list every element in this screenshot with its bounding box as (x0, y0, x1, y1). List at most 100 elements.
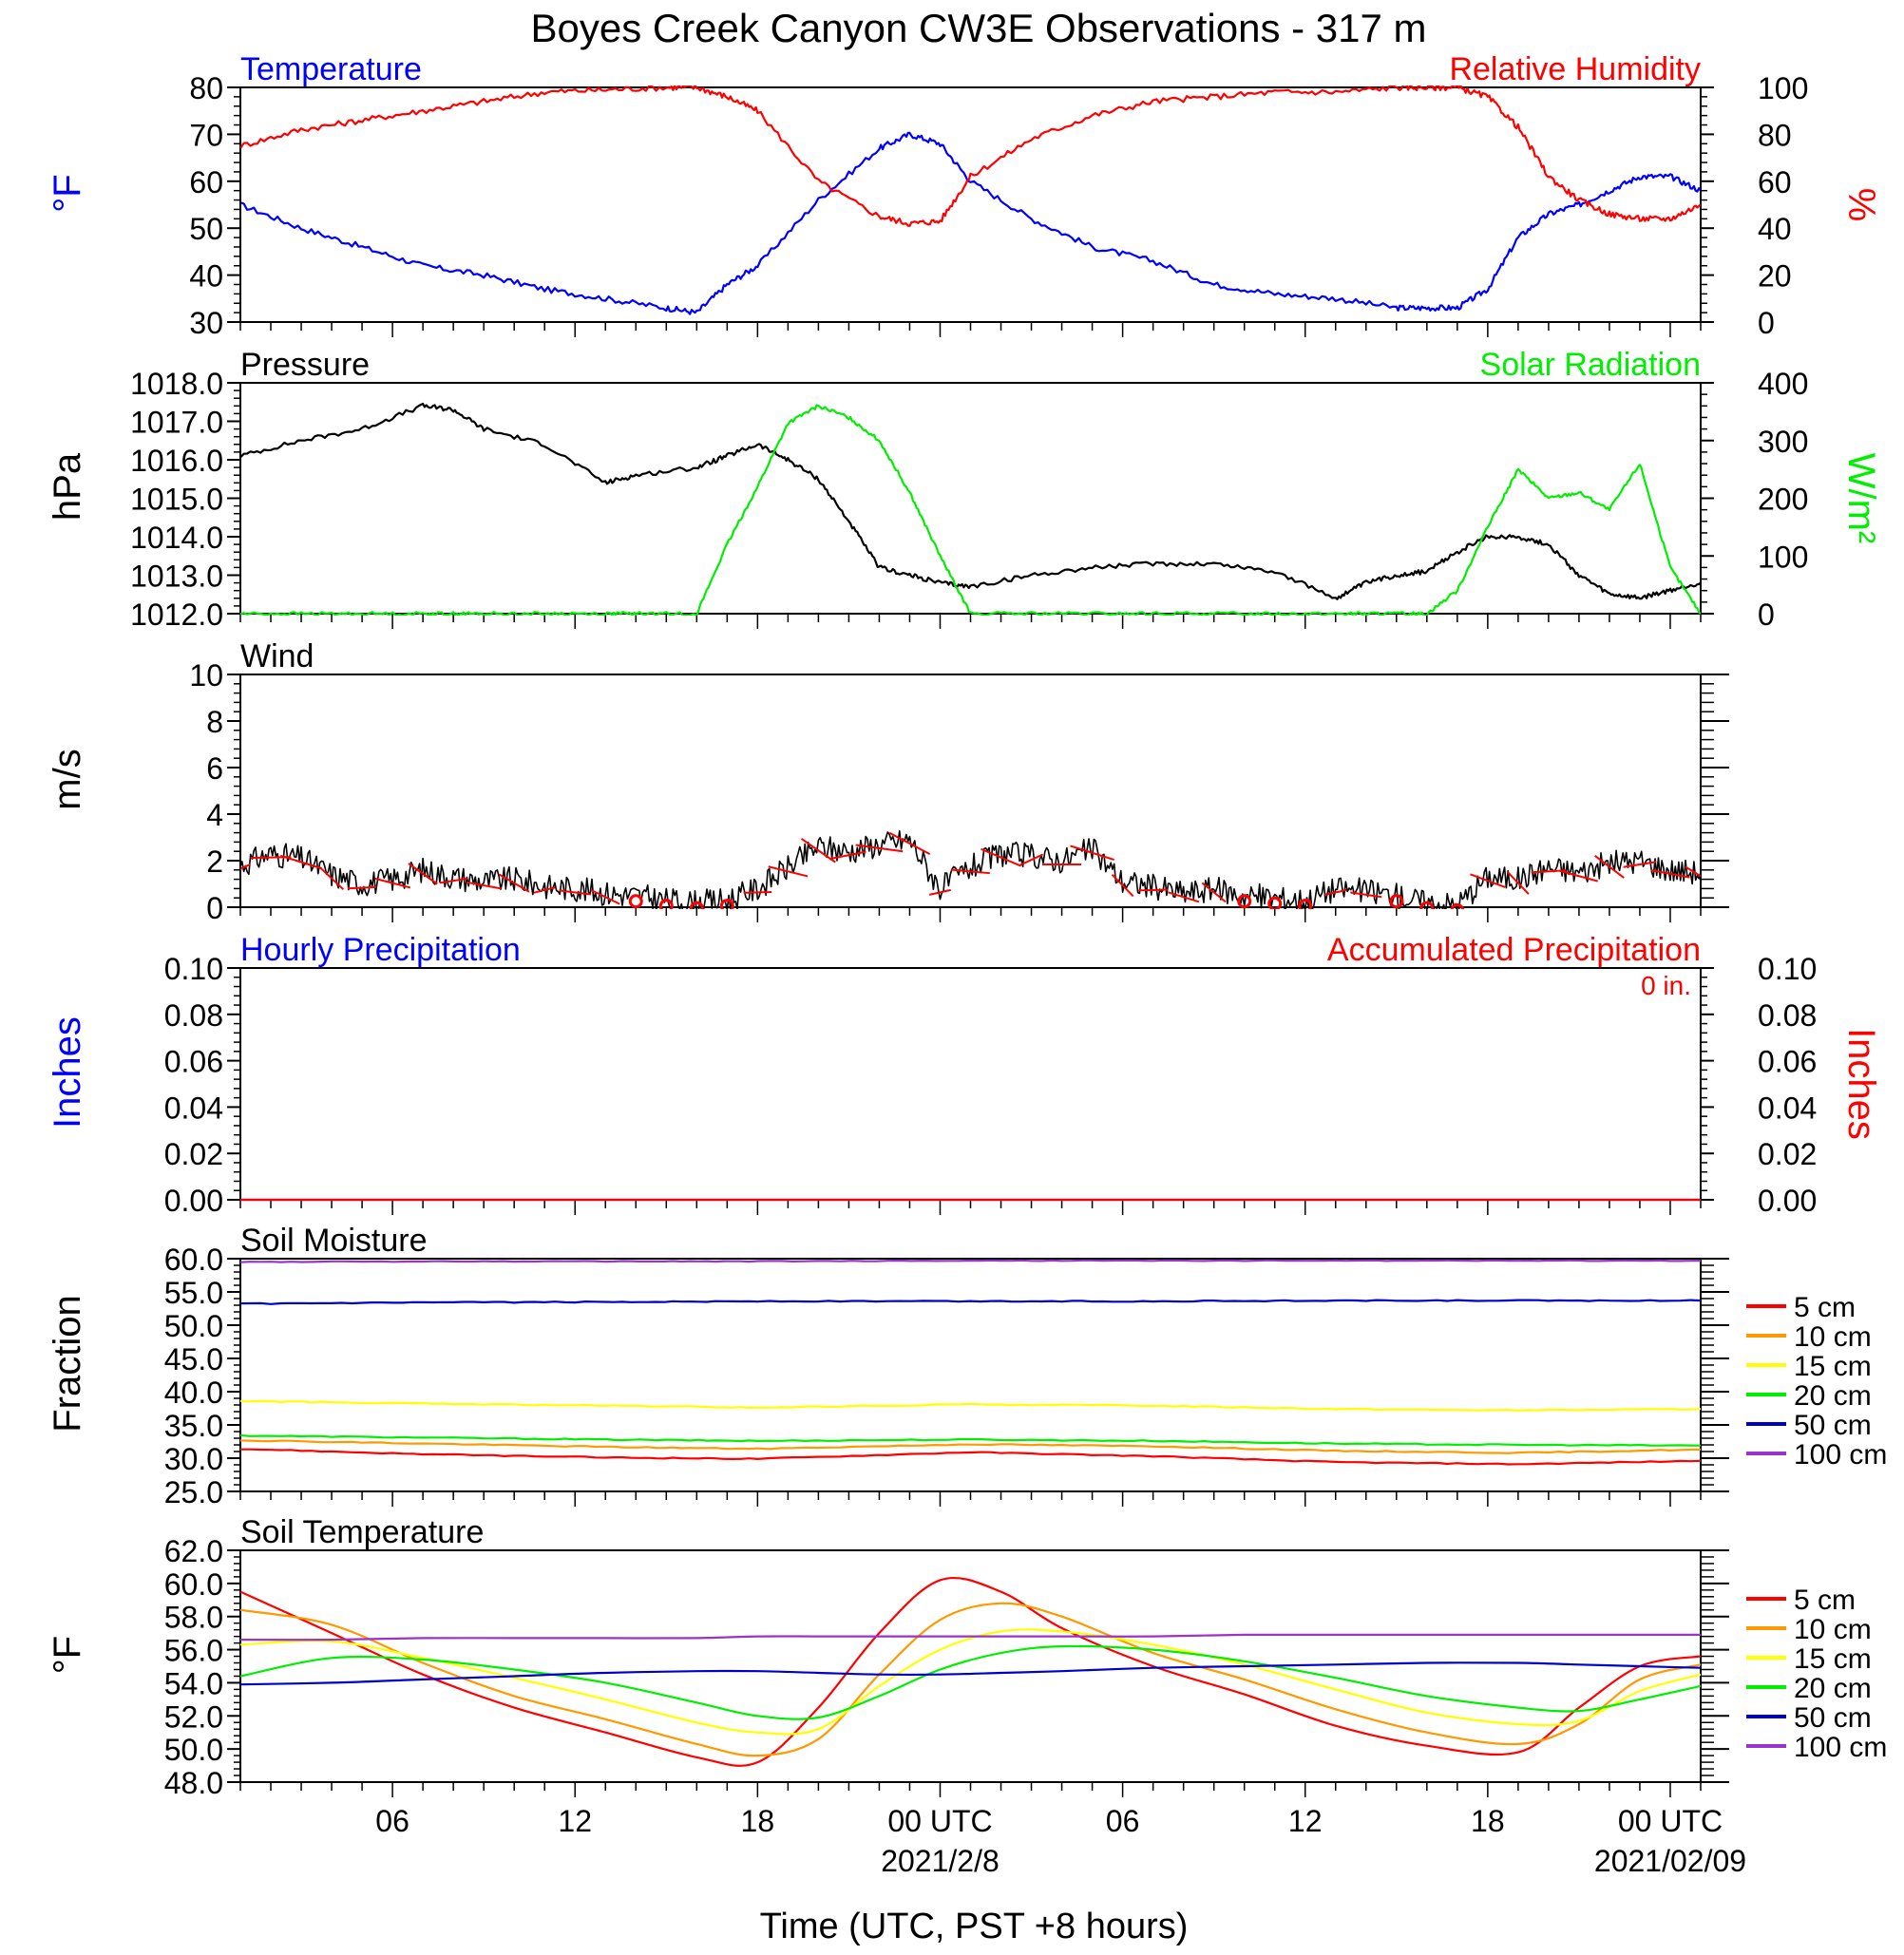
wind-barb (831, 850, 866, 860)
wind-barb (1350, 891, 1382, 899)
panel-title-left: Pressure (240, 347, 370, 383)
calm-wind-marker (689, 901, 704, 909)
y-tick-label-right: 100 (1758, 71, 1808, 105)
y-tick-label-left: 80 (189, 71, 223, 105)
y-tick-label-left: 48.0 (164, 1766, 223, 1800)
y-tick-label-left: 58.0 (164, 1601, 223, 1635)
x-tick-label: 06 (1106, 1804, 1140, 1838)
wind-barb (1559, 869, 1598, 883)
wind-barb (280, 854, 323, 870)
panel-wind: Wind 10 8 6 4 2 0 m/s (47, 638, 1729, 925)
y-tick-label-right: 40 (1758, 212, 1792, 246)
y-tick-label-left: 60 (189, 165, 223, 199)
legend-label: 50 cm (1794, 1702, 1872, 1734)
y-tick-label-left: 8 (206, 705, 223, 739)
calm-wind-marker (658, 899, 674, 909)
y-tick-label-left: 0.02 (164, 1137, 223, 1171)
legend-label: 5 cm (1794, 1292, 1856, 1323)
panel-precip: Hourly Precipitation Accumulated Precipit… (47, 932, 1882, 1218)
wind-barb (1019, 853, 1044, 866)
y-tick-label-left: 0.06 (164, 1045, 223, 1079)
y-tick-label-left: 55.0 (164, 1276, 223, 1310)
y-axis-label-left: hPa (47, 452, 88, 521)
panel-title-left: Soil Moisture (240, 1223, 428, 1259)
wind-barb (1168, 891, 1200, 903)
y-tick-label-left: 56.0 (164, 1634, 223, 1668)
y-tick-label-left: 0.08 (164, 998, 223, 1033)
wind-barb (768, 865, 809, 878)
wind-barb (1070, 845, 1114, 862)
wind-barb (559, 889, 592, 896)
soil-moisture-10cm-line (240, 1439, 1701, 1454)
temperature-line (240, 131, 1701, 315)
y-tick-label-right: 0.04 (1758, 1091, 1817, 1125)
legend-label: 10 cm (1794, 1321, 1872, 1353)
y-tick-label-left: 1012.0 (130, 598, 223, 632)
wind-barb (1507, 871, 1530, 895)
y-tick-label-left: 35.0 (164, 1409, 223, 1443)
soil-moisture-15cm-line (240, 1399, 1701, 1412)
y-tick-label-right: 0 (1758, 598, 1775, 632)
y-tick-label-left: 45.0 (164, 1342, 223, 1376)
wind-barb (855, 844, 904, 853)
y-axis-label-right: Inches (1840, 1028, 1882, 1140)
accum-precip-value: 0 in. (1641, 971, 1691, 1000)
y-tick-label-right: 20 (1758, 259, 1792, 294)
x-date-label: 2021/02/09 (1594, 1844, 1746, 1878)
wind-barb (743, 890, 772, 894)
y-tick-label-right: 60 (1758, 165, 1792, 199)
x-tick-label: 00 UTC (1618, 1804, 1723, 1838)
y-tick-label-right: 0.06 (1758, 1045, 1817, 1079)
soil-moisture-5cm-line (240, 1448, 1701, 1466)
soil-temp-100cm-line (240, 1633, 1701, 1642)
y-tick-label-left: 40.0 (164, 1376, 223, 1410)
soil-temp-10cm-line (240, 1602, 1701, 1757)
y-tick-label-right: 0.08 (1758, 998, 1817, 1033)
wind-speed-line (240, 830, 1701, 909)
soil-temp-5cm-line (240, 1576, 1701, 1767)
panel-title-left: Temperature (240, 51, 422, 87)
y-tick-label-left: 0.00 (164, 1184, 223, 1218)
y-tick-label-right: 0.10 (1758, 952, 1817, 986)
x-tick-label: 12 (558, 1804, 592, 1838)
calm-wind-marker (1237, 894, 1252, 909)
panel-frame (239, 1258, 1702, 1492)
panel-data (240, 85, 1701, 315)
panel-title-left: Hourly Precipitation (240, 932, 521, 968)
y-tick-label-left: 1016.0 (130, 444, 223, 478)
legend-label: 10 cm (1794, 1614, 1872, 1645)
y-tick-label-left: 60.0 (164, 1567, 223, 1602)
wind-barb (981, 847, 1021, 867)
wind-barb (928, 888, 951, 896)
wind-barb (1623, 861, 1657, 868)
panel-temp-rh: Temperature Relative Humidity 80 70 60 50 40 30… (47, 51, 1882, 340)
calm-wind-marker (1389, 894, 1404, 909)
panel-title-right: Solar Radiation (1480, 347, 1701, 383)
x-axis-label: Time (UTC, PST +8 hours) (760, 1907, 1189, 1946)
y-axis-label-left: Inches (47, 1016, 88, 1129)
legend-label: 20 cm (1794, 1380, 1872, 1412)
y-tick-label-left: 4 (206, 798, 223, 832)
x-tick-label: 00 UTC (887, 1804, 992, 1838)
wind-barb (1531, 869, 1567, 874)
y-tick-label-left: 1017.0 (130, 406, 223, 440)
calm-wind-marker (1298, 899, 1313, 909)
y-tick-label-left: 2 (206, 845, 223, 879)
panel-frame (239, 382, 1702, 615)
y-tick-label-left: 50.0 (164, 1309, 223, 1343)
panels-group: Temperature Relative Humidity807060504030… (47, 51, 1887, 1800)
panel-pressure-solar: Pressure Solar Radiation 1018.0 1017.0 1016.… (47, 347, 1882, 632)
wind-barb (466, 881, 502, 890)
solar-line (240, 404, 1701, 616)
wind-barb (533, 886, 556, 894)
wind-barb (1201, 882, 1227, 903)
wind-barb (240, 863, 252, 871)
x-tick-label: 18 (1471, 1804, 1505, 1838)
y-tick-label-left: 60.0 (164, 1243, 223, 1277)
legend-label: 100 cm (1794, 1732, 1887, 1763)
y-tick-label-right: 0.02 (1758, 1137, 1817, 1171)
wind-barb (951, 868, 990, 875)
y-tick-label-right: 300 (1758, 425, 1808, 459)
wind-barb (1470, 873, 1506, 888)
y-tick-label-left: 50.0 (164, 1733, 223, 1767)
